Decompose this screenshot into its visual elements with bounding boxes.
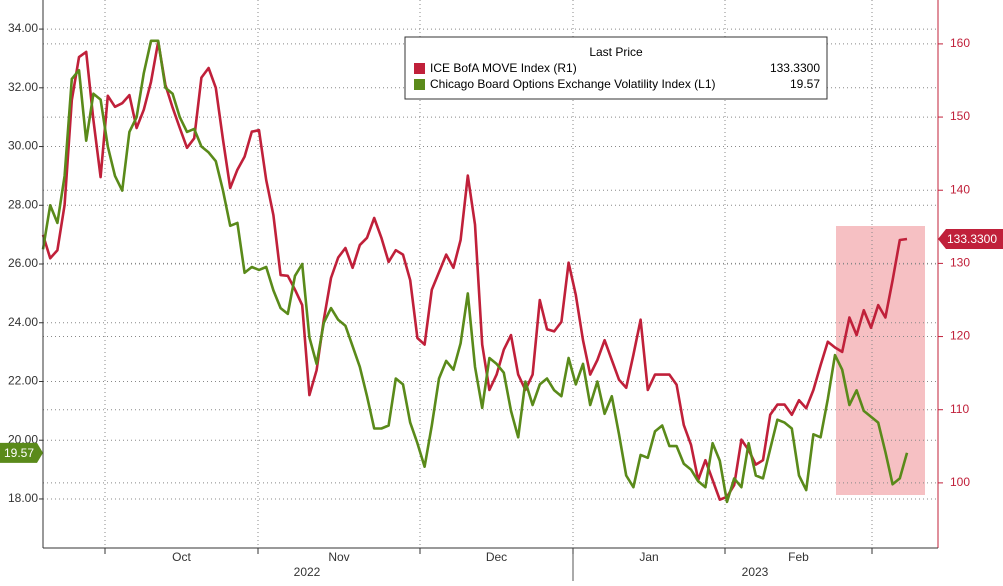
last-value-tag xyxy=(938,229,1003,250)
y2-tick-label: 100 xyxy=(950,475,970,489)
legend-label: ICE BofA MOVE Index (R1) xyxy=(430,61,577,75)
x-tick-label: Jan xyxy=(639,550,658,564)
y2-tick-label: 110 xyxy=(950,402,969,416)
year-label: 2023 xyxy=(742,565,769,579)
legend-label: Chicago Board Options Exchange Volatilit… xyxy=(430,77,716,91)
legend-swatch xyxy=(414,63,425,74)
legend-value: 133.3300 xyxy=(770,61,820,75)
x-tick-label: Oct xyxy=(172,550,191,564)
y2-tick-label: 120 xyxy=(950,329,970,343)
last-value-tag xyxy=(0,442,43,463)
y-tick-label: 28.00 xyxy=(8,197,38,211)
y-tick-label: 18.00 xyxy=(8,491,38,505)
y-tick-label: 26.00 xyxy=(8,256,38,270)
y-tick-label: 22.00 xyxy=(8,374,38,388)
last-value-label: 133.3300 xyxy=(947,232,997,246)
y-tick-label: 34.00 xyxy=(8,21,38,35)
legend-swatch xyxy=(414,79,425,90)
y-tick-label: 32.00 xyxy=(8,80,38,94)
year-label: 2022 xyxy=(294,565,321,579)
legend-value: 19.57 xyxy=(790,77,820,91)
y2-tick-label: 130 xyxy=(950,256,970,270)
legend: Last Price ICE BofA MOVE Index (R1) 133.… xyxy=(404,36,828,100)
y-tick-label: 30.00 xyxy=(8,139,38,153)
series-line xyxy=(41,39,909,504)
y-tick-label: 24.00 xyxy=(8,315,38,329)
legend-box xyxy=(404,36,828,100)
x-tick-label: Dec xyxy=(486,550,507,564)
last-value-label: 19.57 xyxy=(4,446,34,460)
x-tick-label: Nov xyxy=(328,550,349,564)
y2-tick-label: 140 xyxy=(950,182,970,196)
series-line xyxy=(41,40,908,501)
y2-tick-label: 150 xyxy=(950,109,970,123)
x-tick-label: Feb xyxy=(788,550,809,564)
legend-title: Last Price xyxy=(589,45,643,59)
highlight-box xyxy=(836,226,925,495)
y2-tick-label: 160 xyxy=(950,36,970,50)
